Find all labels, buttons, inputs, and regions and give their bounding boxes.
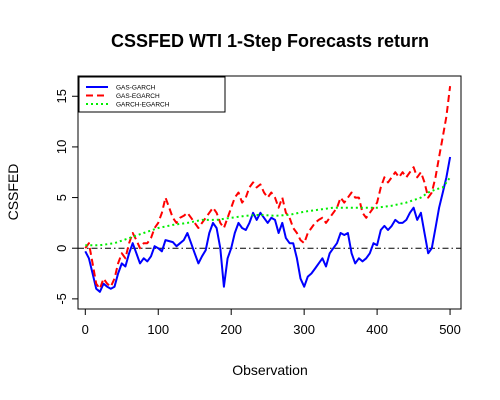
legend-label-garch-egarch: GARCH-EGARCH xyxy=(116,102,170,109)
y-tick-label: 5 xyxy=(54,194,69,201)
x-tick-label: 200 xyxy=(220,322,242,337)
x-tick-label: 300 xyxy=(293,322,315,337)
chart-title: CSSFED WTI 1-Step Forecasts return xyxy=(111,31,429,51)
series-gas-garch-line xyxy=(84,156,452,293)
legend-label-gas-garch: GAS-GARCH xyxy=(116,85,156,92)
series-garch-egarch-line xyxy=(85,176,451,247)
y-axis: -5 0 5 10 15 xyxy=(54,89,78,305)
plot-frame xyxy=(77,75,462,310)
y-tick-label: 0 xyxy=(54,245,69,252)
x-tick-label: 500 xyxy=(439,322,461,337)
y-tick-label: 15 xyxy=(54,89,69,103)
x-tick-label: 0 xyxy=(82,322,89,337)
y-axis-label: CSSFED xyxy=(5,164,21,221)
x-axis-label: Observation xyxy=(232,362,307,378)
series-layer xyxy=(84,85,452,293)
x-tick-label: 400 xyxy=(366,322,388,337)
series-gas-egarch-line xyxy=(84,85,452,290)
y-tick-label: -5 xyxy=(54,293,69,305)
x-axis: 0 100 200 300 400 500 xyxy=(82,309,461,337)
legend-label-gas-egarch: GAS-EGARCH xyxy=(116,93,160,100)
y-tick-label: 10 xyxy=(54,140,69,154)
x-tick-label: 100 xyxy=(147,322,169,337)
